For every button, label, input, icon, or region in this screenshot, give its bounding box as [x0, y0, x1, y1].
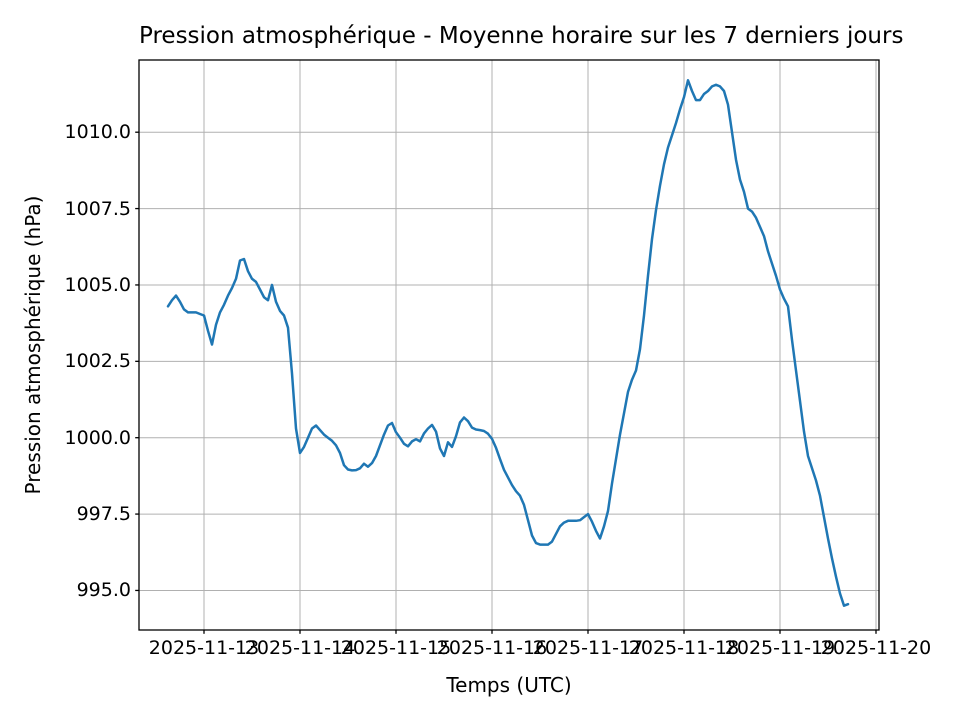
x-tick-label: 2025-11-16 — [436, 637, 548, 659]
y-tick-label: 997.5 — [76, 503, 131, 526]
x-tick-label: 2025-11-20 — [820, 637, 932, 659]
chart-title: Pression atmosphérique - Moyenne horaire… — [139, 23, 904, 49]
y-axis-label: Pression atmosphérique (hPa) — [21, 195, 45, 495]
y-tick-label: 1000.0 — [64, 426, 131, 449]
x-tick-label: 2025-11-18 — [628, 637, 740, 659]
x-tick-label: 2025-11-17 — [532, 637, 644, 659]
y-tick-label: 995.0 — [76, 579, 131, 602]
y-tick-label: 1005.0 — [64, 273, 131, 296]
y-tick-label: 1007.5 — [64, 197, 131, 220]
x-tick-label: 2025-11-13 — [148, 637, 260, 659]
plot-border — [138, 59, 880, 631]
y-tick-label: 1002.5 — [64, 350, 131, 373]
y-tick-label: 1010.0 — [64, 121, 131, 144]
x-tick-label: 2025-11-19 — [724, 637, 836, 659]
pressure-line — [166, 79, 850, 607]
x-tick-label: 2025-11-15 — [340, 637, 452, 659]
x-tick-label: 2025-11-14 — [244, 637, 356, 659]
x-axis-label: Temps (UTC) — [446, 673, 572, 697]
